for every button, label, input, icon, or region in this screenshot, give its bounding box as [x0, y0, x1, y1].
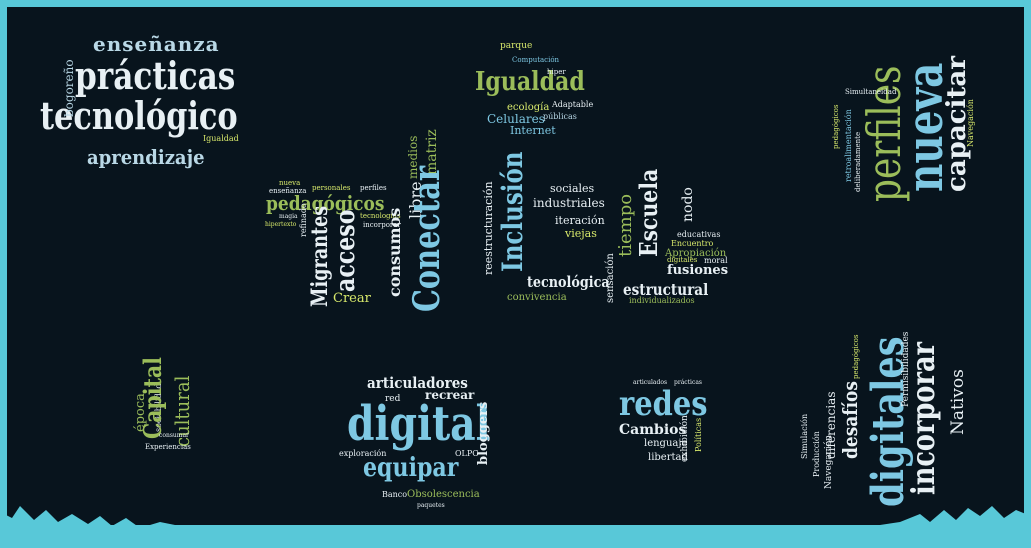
word-cambios: Cambios [619, 422, 687, 438]
word-tecnologias: tecnologías [360, 212, 401, 220]
word-pedagogicos-tr: pedagógicos [832, 104, 840, 149]
word-nodo: nodo [680, 187, 696, 222]
word-fusiones: fusiones [667, 263, 729, 278]
word-magia: magia [279, 213, 298, 220]
word-digitales-c: digitales [667, 256, 698, 264]
word-tiempo: tiempo [615, 193, 636, 257]
word-igualdad: Igualdad [475, 67, 585, 97]
word-politicas: Políticas [694, 417, 703, 452]
word-bogoreno: bogoreño [62, 59, 76, 117]
word-migrantes: Migrantes [307, 205, 333, 307]
word-paquetes: paquetes [417, 502, 445, 509]
word-bloggers: bloggers [476, 401, 491, 465]
word-consumos: consumos [385, 207, 404, 297]
word-simultaneidad: Simultaneidad [845, 88, 897, 96]
word-reestructuracion: reestructuración [482, 181, 495, 275]
word-capital: Capital [138, 357, 167, 439]
word-aprendizaje: aprendizaje [87, 145, 205, 169]
word-retroalimentacion: retroalimentación [844, 109, 853, 182]
word-parque: parque [500, 41, 533, 51]
word-cloud-canvas: enseñanza prácticas tecnológico aprendiz… [7, 7, 1024, 525]
word-exploracion: exploración [339, 449, 387, 458]
word-sociales: sociales [550, 182, 595, 195]
word-individualizados: individualizados [629, 296, 695, 305]
word-tecnologico: tecnológico [40, 93, 238, 138]
word-produccion: Producción [812, 431, 821, 477]
word-desafios: desafíos [838, 381, 862, 459]
word-convivencia: convivencia [507, 292, 567, 303]
word-permisibilidades: Permisibilidades [901, 331, 911, 407]
word-recrear: recrear [425, 388, 475, 402]
word-redes: redes [619, 384, 708, 424]
word-internet: Internet [510, 124, 556, 137]
word-educativas: educativas [677, 230, 721, 239]
word-consumar: consumar [159, 432, 189, 439]
word-articuladores: articuladores [367, 374, 468, 392]
word-estructural: estructural [623, 280, 709, 299]
word-inclusion: Inclusión [496, 151, 529, 272]
word-tecnologica: tecnológica [527, 273, 610, 291]
word-sensacion: sensación [605, 253, 616, 303]
word-perfiles-c: perfiles [360, 184, 387, 192]
word-escuela: Escuela [634, 168, 663, 257]
word-nueva-c: nueva [279, 179, 301, 187]
word-ensenanza: enseñanza [93, 32, 220, 56]
word-libertad: libertad [648, 452, 688, 463]
word-iteracion: iteración [555, 214, 605, 227]
word-red: red [385, 394, 401, 404]
word-ensenanza-c: enseñanza [269, 187, 307, 195]
word-pedagogicos-c: pedagógicos [266, 191, 385, 215]
word-obsolescencia: Obsolescencia [407, 489, 480, 500]
word-acceso: acceso [331, 209, 361, 292]
word-adaptable: Adaptable [552, 100, 594, 109]
word-banco: Banco [382, 490, 408, 499]
word-navegacion: Navegación [966, 99, 975, 147]
word-articulados: articulados [633, 379, 668, 386]
word-equipar: equipar [363, 453, 459, 483]
word-ecologia: ecología [507, 102, 550, 113]
word-personales: personales [312, 184, 351, 192]
word-digital: digital [347, 396, 491, 452]
word-nativos: Nativos [948, 369, 968, 435]
word-hipertexto: hipertexto [265, 221, 297, 228]
word-conectar: Conectar [406, 165, 448, 312]
word-igualdad-small: Igualdad [203, 134, 239, 143]
word-celulares: Celulares [487, 112, 545, 126]
word-practicas-b: prácticas [674, 379, 702, 386]
word-pedagogicos-br: pedagógicos [852, 334, 860, 379]
word-moral: moral [704, 256, 728, 265]
word-publicas: públicas [543, 112, 577, 121]
word-industriales: industriales [533, 196, 605, 210]
word-incorporar-c: incorporar [363, 221, 401, 229]
word-exhibicion: exhibición [680, 415, 690, 462]
word-olpc: OLPC [455, 449, 479, 458]
word-incorporar-br: incorporar [904, 341, 942, 495]
word-encuentro: Encuentro [671, 239, 714, 248]
word-hiper: hiper [547, 68, 566, 76]
word-deliberadamente: deliberadamente [854, 131, 862, 192]
word-practicas: prácticas [75, 53, 236, 98]
word-apropiacion: Apropiación [665, 248, 727, 259]
word-navegacion-br: Navegación [824, 435, 834, 489]
word-crear: Crear [333, 291, 371, 306]
word-computacion: Computación [512, 56, 560, 64]
word-viejas: viejas [565, 227, 597, 240]
word-lenguaje: lenguaje [644, 438, 688, 449]
grunge-border-decoration [7, 506, 1024, 525]
word-simulacion: Simulación [800, 413, 809, 459]
word-experiencias: Experiencias [145, 443, 191, 451]
